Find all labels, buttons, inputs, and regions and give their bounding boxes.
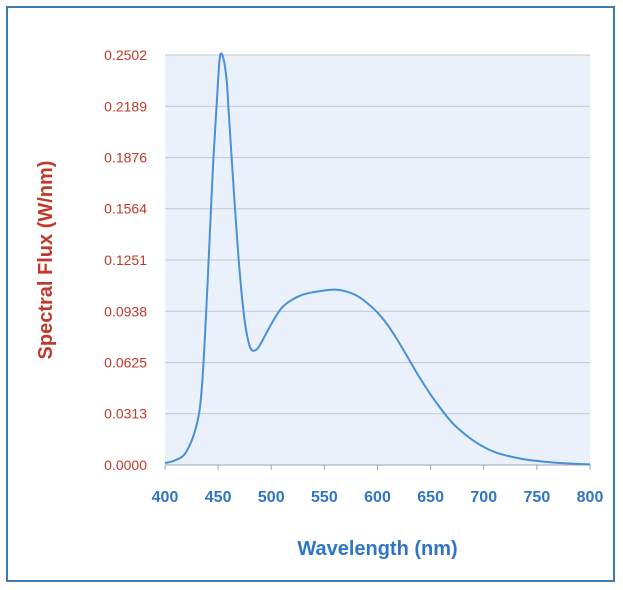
y-tick-label: 0.2502 xyxy=(104,47,147,63)
y-axis-ticks: 0.0000 0.0313 0.0625 0.0938 0.1251 0.1564 0.18… xyxy=(104,47,147,473)
x-tick-label: 450 xyxy=(205,489,232,506)
y-tick-label: 0.0938 xyxy=(104,303,147,319)
x-tick-label: 400 xyxy=(152,489,179,506)
y-tick-label: 0.1564 xyxy=(104,201,147,217)
y-tick-label: 0.0313 xyxy=(104,406,147,422)
x-tick-label: 750 xyxy=(524,489,551,506)
y-tick-label: 0.0625 xyxy=(104,355,147,371)
x-tick-label: 500 xyxy=(258,489,285,506)
series-line xyxy=(164,52,591,466)
x-tick-label: 600 xyxy=(364,489,391,506)
x-tick-label: 700 xyxy=(470,489,497,506)
y-tick-label: 0.1876 xyxy=(104,150,147,166)
y-tick-label: 0.2189 xyxy=(104,98,147,114)
x-tick-label: 800 xyxy=(577,489,604,506)
x-axis-ticks: 400 450 500 550 600 650 700 750 800 xyxy=(152,465,604,506)
x-tick-label: 650 xyxy=(417,489,444,506)
x-tick-label: 550 xyxy=(311,489,338,506)
x-axis-label: Wavelength (nm) xyxy=(297,538,457,560)
y-tick-label: 0.1251 xyxy=(104,252,147,268)
y-axis-label: Spectral Flux (W/nm) xyxy=(35,161,57,360)
y-tick-label: 0.0000 xyxy=(104,457,147,473)
